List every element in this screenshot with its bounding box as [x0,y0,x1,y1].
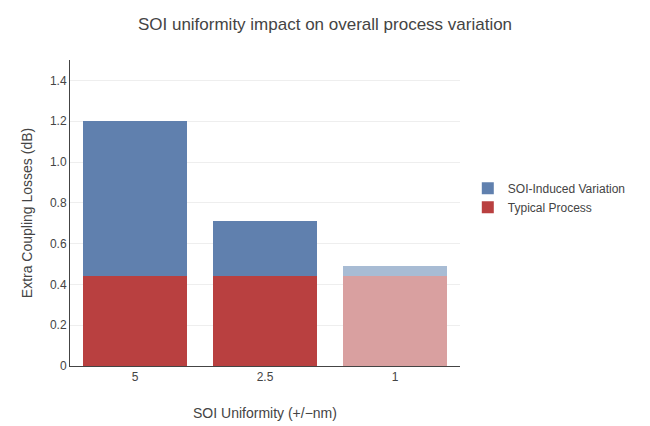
svg-text:0: 0 [60,359,67,373]
svg-text:1.4: 1.4 [50,74,67,88]
svg-text:SOI-Induced Variation: SOI-Induced Variation [508,182,625,196]
svg-text:2.5: 2.5 [257,370,274,384]
svg-text:1: 1 [392,370,399,384]
svg-text:5: 5 [132,370,139,384]
svg-text:0.8: 0.8 [50,196,67,210]
svg-text:0.6: 0.6 [50,237,67,251]
svg-text:0.2: 0.2 [50,318,67,332]
svg-text:Typical Process: Typical Process [508,201,592,215]
svg-text:1.2: 1.2 [50,114,67,128]
svg-text:0.4: 0.4 [50,278,67,292]
svg-text:SOI uniformity impact on overa: SOI uniformity impact on overall process… [138,15,512,34]
svg-text:SOI Uniformity (+/−nm): SOI Uniformity (+/−nm) [193,405,337,421]
svg-text:Extra Coupling Losses (dB): Extra Coupling Losses (dB) [19,128,35,298]
svg-text:1.0: 1.0 [50,155,67,169]
